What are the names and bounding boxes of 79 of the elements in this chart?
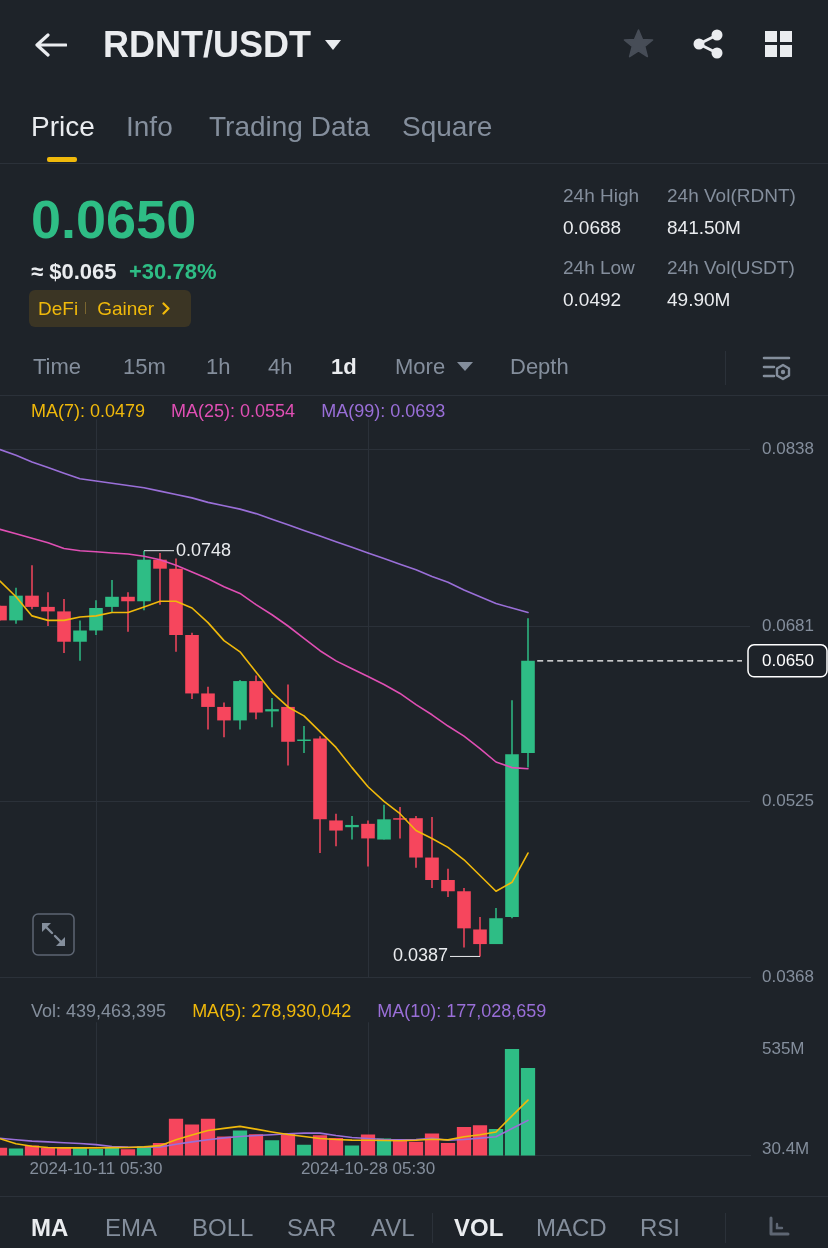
text: MA(25): 0.0554 (171, 400, 296, 422)
text: Gainer (78, 297, 155, 320)
bar (440, 1142, 456, 1156)
annotation: 0.0748 (176, 539, 232, 560)
text: MA(10): 177,028,659 (377, 1000, 547, 1022)
text: 4h (268, 353, 293, 381)
text: 1d (331, 353, 357, 381)
y-tick-label: 0.0681 (762, 615, 814, 635)
x-tick-label: 2024-10-28 05:30 (300, 1159, 436, 1179)
candlestick (377, 803, 391, 841)
bar (520, 1067, 536, 1156)
y-tick-label: 30.4M (762, 1139, 810, 1159)
bar (232, 1130, 248, 1156)
text: 0.0650 (31, 187, 197, 251)
text: Vol: 439,463,395 (31, 1000, 167, 1022)
y-tick-label: 0.0525 (762, 791, 814, 811)
text: Square (402, 110, 493, 144)
bar (296, 1144, 312, 1156)
text: AVL (371, 1213, 415, 1243)
bar (88, 1149, 104, 1156)
x-tick-label: 2024-10-11 05:30 (29, 1159, 163, 1179)
text: Price (31, 110, 95, 144)
text: Info (126, 110, 173, 144)
candlestick (153, 552, 167, 606)
candlestick (441, 868, 455, 898)
bar (248, 1134, 264, 1156)
text: 24h High (563, 184, 640, 208)
bar (392, 1140, 408, 1156)
text: EMA (105, 1213, 158, 1243)
candlestick (393, 806, 407, 840)
candlestick (41, 591, 55, 627)
text: MA(99): 0.0693 (321, 400, 446, 422)
candlestick (265, 697, 279, 728)
text: RDNT/USDT (103, 22, 311, 67)
text: ≈ $0.065 (31, 258, 117, 286)
bar (264, 1140, 280, 1156)
text: MA(5): 278,930,042 (192, 1000, 352, 1022)
text: 24h Vol(USDT) (667, 256, 795, 280)
candlestick (425, 816, 439, 889)
candlestick (361, 819, 375, 868)
text: MA(7): 0.0479 (31, 400, 146, 422)
text: More (395, 353, 446, 381)
y-tick-label: 535M (762, 1038, 805, 1058)
text: Depth (510, 353, 569, 381)
text: MACD (536, 1213, 607, 1243)
bar (120, 1149, 136, 1156)
text: 15m (123, 353, 166, 381)
text: SAR (287, 1213, 337, 1243)
text: Trading Data (209, 110, 370, 144)
text: 24h Low (563, 256, 635, 280)
text: 0.0688 (563, 216, 622, 240)
text: 841.50M (667, 216, 741, 240)
annotation: 0.0387 (392, 945, 448, 966)
candlestick (345, 815, 359, 841)
candlestick (73, 619, 87, 662)
bar (504, 1048, 520, 1156)
text: BOLL (192, 1213, 254, 1243)
text: 1h (206, 353, 231, 381)
y-tick-label: 0.0838 (762, 439, 814, 459)
text: DeFi (38, 297, 79, 320)
y-tick-label: 0.0368 (762, 967, 814, 987)
text: VOL (454, 1213, 504, 1243)
text: 49.90M (667, 288, 731, 312)
y-tick-label: 0.0650 (762, 650, 814, 670)
candlestick (105, 579, 119, 614)
text: MA (31, 1213, 69, 1243)
text: Time (33, 353, 82, 381)
candlestick (121, 591, 135, 633)
candlestick (217, 701, 231, 739)
text: RSI (640, 1213, 681, 1243)
text: 0.0492 (563, 288, 622, 312)
text: 24h Vol(RDNT) (667, 184, 796, 208)
text: +30.78% (129, 258, 217, 286)
candlestick (473, 916, 487, 958)
bar (408, 1141, 424, 1156)
candlestick (329, 812, 343, 848)
candlestick (201, 685, 215, 731)
candlestick (25, 564, 39, 610)
candlestick (89, 599, 103, 636)
